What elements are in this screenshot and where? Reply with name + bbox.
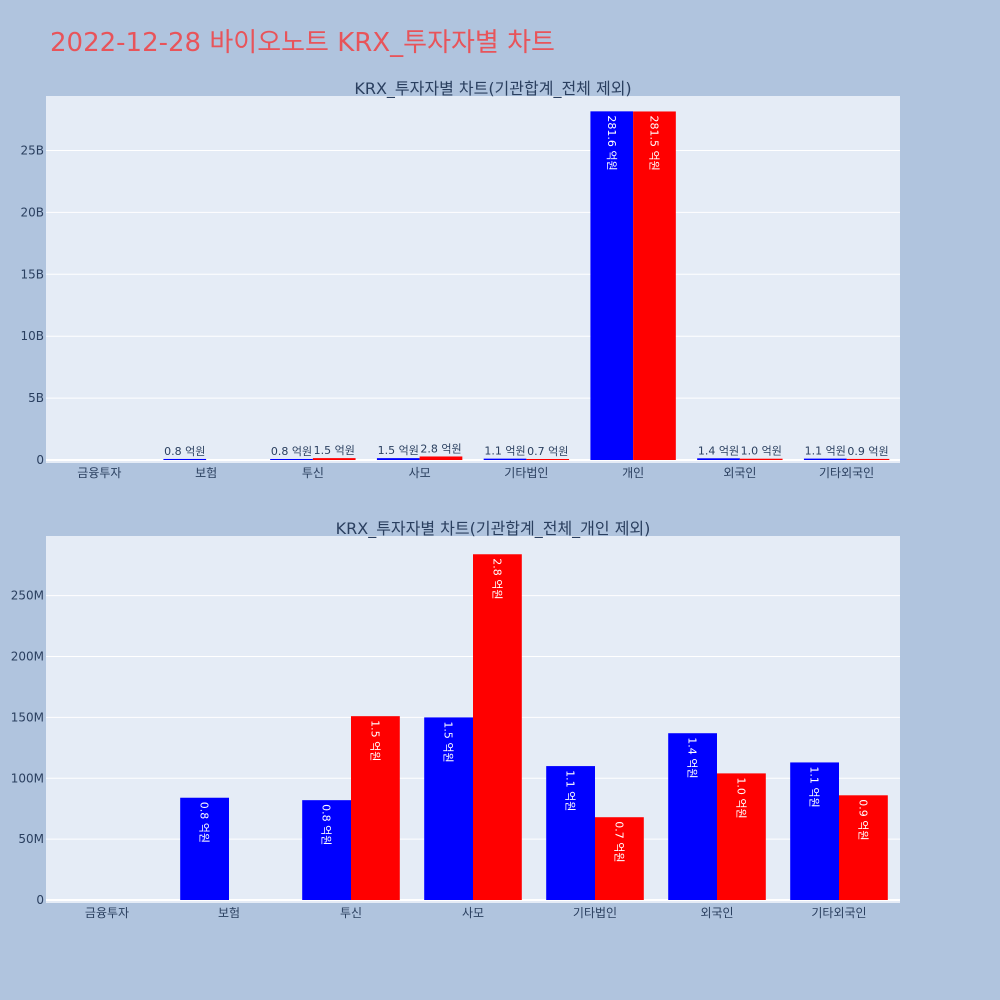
bar-value-label: 2.8 억원 xyxy=(420,442,461,455)
bar-value-label: 281.5 억원 xyxy=(647,115,660,170)
x-tick-label: 기타법인 xyxy=(504,466,548,480)
bar-value-label: 1.0 억원 xyxy=(734,777,747,818)
bar-value-label: 281.6 억원 xyxy=(605,115,618,170)
bar-value-label: 1.1 억원 xyxy=(808,766,821,807)
sell-bar xyxy=(739,458,783,460)
chart-title: KRX_투자자별 차트(기관합계_전체 제외) xyxy=(354,79,631,99)
x-tick-label: 보험 xyxy=(195,466,217,480)
bar-value-label: 0.8 억원 xyxy=(320,804,333,845)
bar-value-label: 0.8 억원 xyxy=(271,445,312,458)
sell-bar xyxy=(351,716,400,900)
page-title: 2022-12-28 바이오노트 KRX_투자자별 차트 xyxy=(50,28,555,58)
buy-bar xyxy=(790,762,839,900)
x-tick-label: 개인 xyxy=(622,466,644,480)
sell-bar xyxy=(633,111,676,460)
x-tick-label: 기타외국인 xyxy=(811,906,866,920)
bar-value-label: 0.9 억원 xyxy=(847,445,888,458)
buy-bar xyxy=(803,458,847,460)
x-tick-label: 외국인 xyxy=(723,466,756,480)
y-tick-label: 200M xyxy=(11,650,44,664)
bar-value-label: 1.5 억원 xyxy=(368,720,381,761)
x-tick-label: 금융투자 xyxy=(77,466,121,480)
x-tick-label: 투신 xyxy=(302,466,324,480)
bar-value-label: 0.8 억원 xyxy=(198,802,211,843)
buy-bar xyxy=(270,458,313,460)
x-tick-label: 금융투자 xyxy=(85,906,129,920)
bar-value-label: 1.1 억원 xyxy=(805,445,846,458)
buy-bar xyxy=(546,766,595,900)
buy-bar xyxy=(697,458,740,460)
bar-value-label: 2.8 억원 xyxy=(490,558,503,599)
x-tick-label: 외국인 xyxy=(700,906,733,920)
buy-bar xyxy=(180,797,229,900)
y-tick-label: 0 xyxy=(36,453,44,467)
sell-bar xyxy=(846,458,890,460)
sell-bar xyxy=(839,795,888,900)
bar-value-label: 1.5 억원 xyxy=(442,721,455,762)
bar-value-label: 0.9 억원 xyxy=(856,799,869,840)
bar-value-label: 1.0 억원 xyxy=(741,445,782,458)
y-tick-label: 0 xyxy=(36,893,44,907)
x-tick-label: 투신 xyxy=(340,906,362,920)
buy-bar xyxy=(668,733,717,900)
buy-bar xyxy=(163,458,207,460)
y-tick-label: 5B xyxy=(28,391,44,405)
sell-bar xyxy=(419,456,463,460)
bar-value-label: 0.8 억원 xyxy=(164,445,205,458)
y-tick-label: 10B xyxy=(20,329,44,343)
bar-value-label: 0.7 억원 xyxy=(612,821,625,862)
x-tick-label: 사모 xyxy=(409,466,431,480)
y-tick-label: 20B xyxy=(20,205,44,219)
y-tick-label: 25B xyxy=(20,143,44,157)
sell-bar xyxy=(526,459,570,460)
y-tick-label: 250M xyxy=(11,589,44,603)
bar-value-label: 0.7 억원 xyxy=(527,445,568,458)
bar-value-label: 1.4 억원 xyxy=(698,444,739,457)
buy-bar xyxy=(590,111,634,460)
y-tick-label: 15B xyxy=(20,267,44,281)
x-tick-label: 기타법인 xyxy=(573,906,617,920)
y-tick-label: 100M xyxy=(11,771,44,785)
y-tick-label: 150M xyxy=(11,710,44,724)
x-tick-label: 기타외국인 xyxy=(819,466,874,480)
buy-bar xyxy=(424,717,473,900)
bar-value-label: 1.4 억원 xyxy=(686,737,699,778)
chart-title: KRX_투자자별 차트(기관합계_전체_개인 제외) xyxy=(336,519,651,539)
sell-bar xyxy=(717,773,766,900)
buy-bar xyxy=(483,458,527,460)
plot-area-1 xyxy=(46,96,900,463)
x-tick-label: 사모 xyxy=(462,906,484,920)
x-tick-label: 보험 xyxy=(218,906,240,920)
sell-bar xyxy=(595,817,644,900)
bar-value-label: 1.5 억원 xyxy=(378,444,419,457)
bar-value-label: 1.5 억원 xyxy=(314,444,355,457)
y-tick-label: 50M xyxy=(18,832,44,846)
sell-bar xyxy=(473,554,522,900)
bar-value-label: 1.1 억원 xyxy=(484,445,525,458)
buy-bar xyxy=(302,800,351,900)
bar-value-label: 1.1 억원 xyxy=(564,770,577,811)
buy-bar xyxy=(376,458,420,460)
sell-bar xyxy=(312,458,356,460)
